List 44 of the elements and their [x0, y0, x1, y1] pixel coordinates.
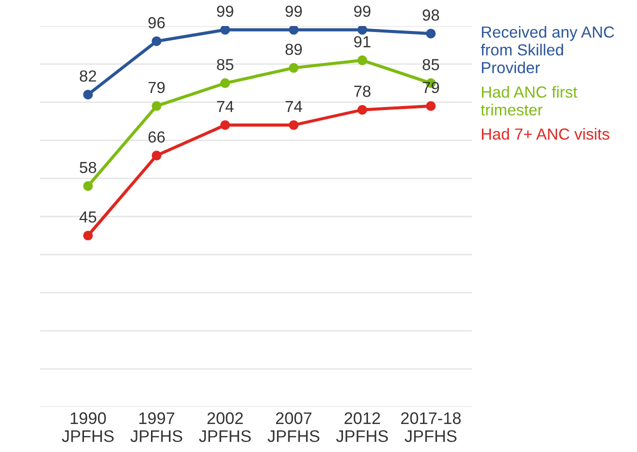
- data-label: 99: [217, 6, 234, 17]
- point: [152, 150, 162, 160]
- data-label: 96: [148, 17, 165, 28]
- x-tick-label: 2017-18 JPFHS: [401, 412, 461, 442]
- data-label: 99: [286, 6, 302, 17]
- point: [426, 28, 436, 38]
- data-label: 74: [286, 101, 302, 112]
- data-label: 78: [354, 86, 370, 97]
- data-label: 74: [217, 101, 234, 112]
- x-tick-label: 1997 JPFHS: [130, 412, 182, 442]
- x-tick-label: 2012 JPFHS: [336, 412, 388, 442]
- point: [83, 90, 93, 100]
- x-tick-label: 2002 JPFHS: [199, 412, 251, 442]
- point: [357, 26, 368, 35]
- data-label: 91: [354, 36, 370, 48]
- data-label: 79: [422, 82, 439, 94]
- point: [152, 36, 162, 46]
- data-label: 45: [79, 212, 96, 223]
- data-label: 89: [286, 44, 302, 56]
- x-tick-label: 1990 JPFHS: [62, 412, 114, 442]
- data-label: 99: [354, 6, 370, 17]
- point: [83, 230, 93, 240]
- point: [288, 120, 299, 130]
- point: [426, 101, 436, 111]
- point: [288, 26, 299, 35]
- data-label: 85: [422, 58, 440, 70]
- point: [357, 55, 368, 66]
- data-label: 98: [422, 9, 440, 21]
- point: [220, 78, 230, 88]
- text: Had ANC first trimester: [480, 86, 578, 116]
- x-tick-label: 2007 JPFHS: [268, 412, 320, 442]
- text: Received any ANC from Skilled Provider: [480, 26, 614, 74]
- text: Had 7+ ANC visits: [482, 128, 610, 140]
- point: [83, 181, 93, 191]
- data-label: 79: [148, 82, 165, 94]
- data-label: 66: [148, 131, 165, 143]
- point: [220, 120, 230, 130]
- data-label: 85: [216, 58, 234, 70]
- data-label: 82: [80, 70, 96, 82]
- data-label: 58: [80, 162, 96, 174]
- point: [288, 63, 299, 73]
- point: [357, 104, 368, 115]
- point: [220, 26, 230, 35]
- point: [152, 101, 162, 111]
